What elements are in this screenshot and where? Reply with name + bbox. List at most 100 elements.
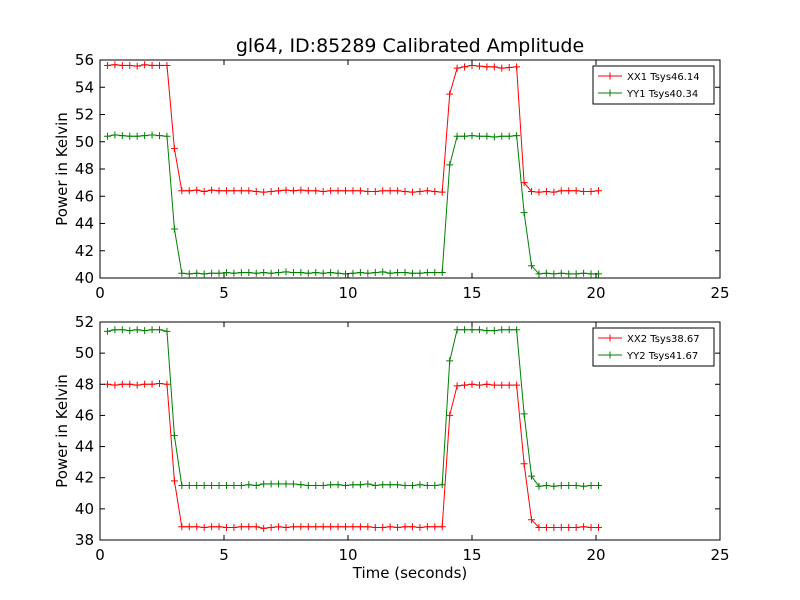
data-point (163, 327, 171, 335)
data-point (572, 482, 580, 489)
data-point (535, 188, 543, 196)
y-tick-label: 54 (75, 78, 94, 96)
data-point (356, 523, 364, 531)
data-point (230, 524, 238, 532)
subplot-bottom: 0 5 10 15 20 25 38 40 42 44 46 48 50 52 Power in Kelvi… (53, 313, 730, 564)
data-point (386, 523, 394, 531)
data-point (461, 326, 469, 334)
data-point (438, 269, 446, 277)
data-point (594, 482, 602, 489)
data-point (386, 481, 394, 489)
data-point (342, 482, 350, 489)
data-point (394, 524, 402, 532)
data-point (416, 269, 424, 277)
legend-label: XX1 Tsys46.14 (627, 72, 700, 83)
data-point (379, 524, 387, 532)
data-point (542, 482, 550, 489)
data-point (431, 523, 439, 531)
data-point (319, 269, 327, 277)
data-point (490, 327, 498, 335)
data-point (394, 481, 402, 489)
data-point (557, 269, 565, 277)
data-point (461, 63, 469, 71)
data-point (327, 481, 335, 489)
y-tick-label: 50 (75, 133, 94, 151)
x-axis-label: Time (seconds) (352, 564, 468, 582)
data-point (163, 61, 171, 69)
data-point (342, 187, 350, 195)
data-point (423, 523, 431, 531)
data-point (133, 326, 141, 334)
data-point (230, 269, 238, 277)
data-point (156, 132, 164, 140)
data-point (185, 270, 193, 278)
data-point (103, 61, 111, 69)
data-point (185, 187, 193, 195)
data-point (334, 481, 342, 489)
data-point (275, 269, 283, 277)
data-point (148, 61, 156, 69)
legend-marker (606, 351, 614, 359)
data-point (118, 61, 126, 69)
data-point (468, 326, 476, 334)
data-point (446, 411, 454, 419)
data-point (245, 269, 253, 277)
data-point (327, 269, 335, 277)
data-point (342, 523, 350, 531)
data-point (386, 269, 394, 277)
data-point (468, 380, 476, 388)
data-point (423, 187, 431, 195)
y-tick-label: 46 (75, 406, 94, 424)
data-point (156, 61, 164, 69)
data-point (193, 523, 201, 531)
data-point (371, 482, 379, 489)
data-point (222, 269, 230, 277)
data-point (148, 131, 156, 139)
data-point (103, 327, 111, 335)
legend: XX2 Tsys38.67 YY2 Tsys41.67 (592, 327, 715, 367)
data-point (401, 269, 409, 277)
data-point (505, 381, 513, 389)
data-point (252, 482, 260, 489)
data-point (222, 187, 230, 195)
data-point (587, 482, 595, 489)
data-point (267, 480, 275, 488)
data-point (394, 269, 402, 277)
data-point (304, 187, 312, 195)
data-point (178, 269, 186, 277)
data-point (178, 523, 186, 531)
legend-label: YY2 Tsys41.67 (626, 351, 698, 362)
y-tick-label: 50 (75, 344, 94, 362)
data-point (520, 410, 528, 418)
data-point (327, 187, 335, 195)
y-tick-label: 40 (75, 500, 94, 518)
data-point (230, 187, 238, 195)
data-point (550, 188, 558, 196)
data-point (289, 269, 297, 277)
x-tick-label: 20 (586, 546, 605, 564)
data-point (371, 524, 379, 532)
data-point (275, 187, 283, 195)
y-tick-label: 48 (75, 160, 94, 178)
y-tick-label: 56 (75, 51, 94, 69)
data-point (334, 523, 342, 531)
data-point (513, 381, 521, 389)
data-point (572, 187, 580, 195)
data-point (520, 460, 528, 468)
data-point (408, 482, 416, 489)
data-point (587, 524, 595, 532)
data-point (222, 524, 230, 532)
data-point (453, 64, 461, 72)
data-point (431, 187, 439, 195)
data-point (267, 269, 275, 277)
data-point (215, 482, 223, 489)
data-point (461, 132, 469, 140)
data-point (200, 524, 208, 532)
data-point (289, 187, 297, 195)
x-tick-label: 15 (462, 546, 481, 564)
data-point (133, 132, 141, 140)
data-point (245, 187, 253, 195)
data-point (379, 187, 387, 195)
data-point (446, 161, 454, 169)
